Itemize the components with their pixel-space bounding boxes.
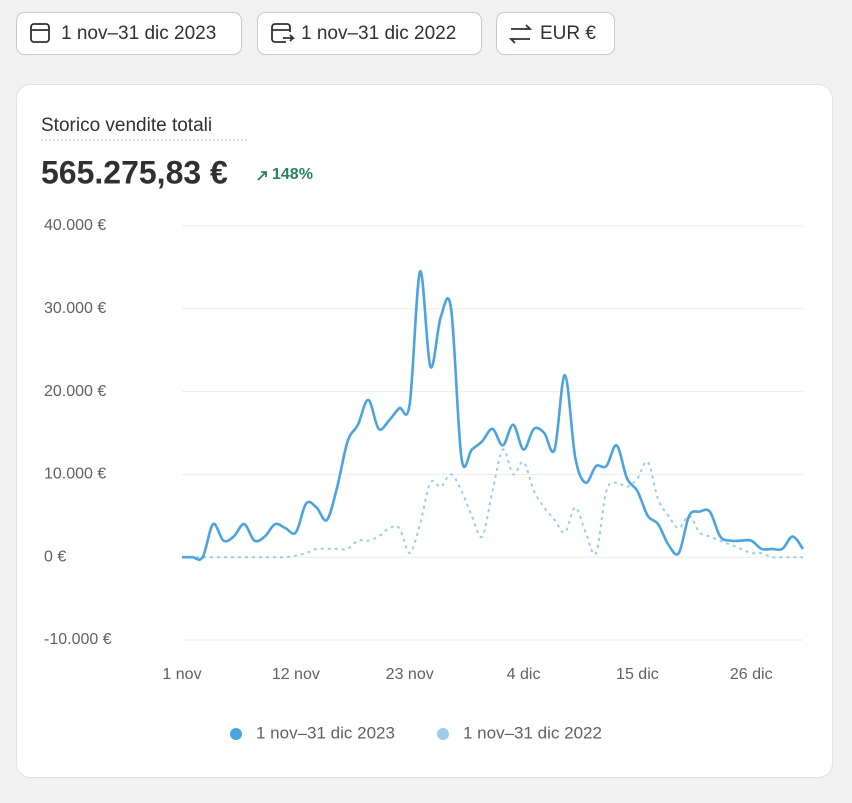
- legend-label: 1 nov–31 dic 2023: [256, 723, 395, 742]
- x-tick-label: 26 dic: [730, 666, 773, 683]
- x-tick-label: 1 nov: [162, 666, 201, 683]
- compare-button[interactable]: 1 nov–31 dic 2022: [257, 12, 482, 55]
- button-bg: [16, 12, 242, 55]
- y-tick-label: 20.000 €: [44, 383, 106, 400]
- button-bg: [496, 12, 615, 55]
- up-arrow: [257, 171, 267, 181]
- y-tick-label: 30.000 €: [44, 300, 106, 317]
- total-value: 565.275,83 €: [41, 154, 228, 190]
- plot: -10.000 € 0 € 10.000 € 20.000 € 30.000 € 40.0…: [44, 217, 805, 742]
- y-tick-label: 10.000 €: [44, 466, 106, 483]
- button-bg: [257, 12, 482, 55]
- currency-button[interactable]: EUR €: [496, 12, 615, 55]
- series-line: [182, 448, 803, 559]
- card: [16, 84, 833, 778]
- y-tick-label: 0 €: [44, 548, 66, 565]
- compare-icon: [271, 23, 296, 43]
- date-button[interactable]: 1 nov–31 dic 2023: [16, 12, 242, 55]
- x-tick-label: 23 nov: [386, 666, 434, 683]
- legend-swatch: [437, 728, 449, 740]
- x-tick-label: 15 dic: [616, 666, 659, 683]
- change-percent: 148%: [272, 166, 313, 183]
- legend-swatch: [230, 728, 242, 740]
- calendar-icon: [30, 23, 50, 43]
- button-label: 1 nov–31 dic 2022: [301, 23, 456, 44]
- x-tick-label: 12 nov: [272, 666, 320, 683]
- y-tick-label: -10.000 €: [44, 631, 112, 648]
- swap-icon: [508, 24, 533, 44]
- button-label: 1 nov–31 dic 2023: [61, 23, 216, 44]
- legend-label: 1 nov–31 dic 2022: [463, 723, 602, 742]
- series-line: [182, 270, 805, 561]
- x-tick-label: 4 dic: [507, 666, 541, 683]
- y-tick-label: 40.000 €: [44, 217, 106, 234]
- chart-title: Storico vendite totali: [41, 115, 212, 136]
- button-label: EUR €: [540, 23, 596, 44]
